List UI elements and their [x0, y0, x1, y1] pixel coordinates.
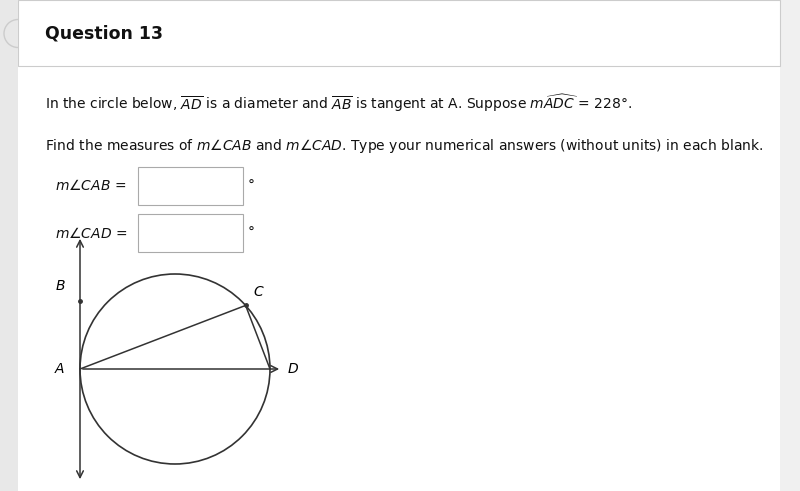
Text: D: D [288, 362, 298, 376]
Text: $m\angle CAB$ =: $m\angle CAB$ = [55, 179, 126, 193]
Text: °: ° [248, 226, 255, 240]
Text: C: C [254, 285, 263, 300]
Text: °: ° [248, 179, 255, 193]
Text: B: B [55, 278, 65, 293]
Text: In the circle below, $\overline{AD}$ is a diameter and $\overline{AB}$ is tangen: In the circle below, $\overline{AD}$ is … [45, 92, 632, 114]
Bar [138, 167, 243, 205]
Text: $m\angle CAD$ =: $m\angle CAD$ = [55, 225, 127, 241]
Bar [138, 214, 243, 252]
Bar [18, 0, 780, 66]
Text: A: A [54, 362, 64, 376]
Text: Question 13: Question 13 [45, 25, 163, 43]
Text: Find the measures of $m\angle CAB$ and $m\angle CAD$. Type your numerical answer: Find the measures of $m\angle CAB$ and $… [45, 137, 764, 155]
Bar [0, 0, 18, 491]
